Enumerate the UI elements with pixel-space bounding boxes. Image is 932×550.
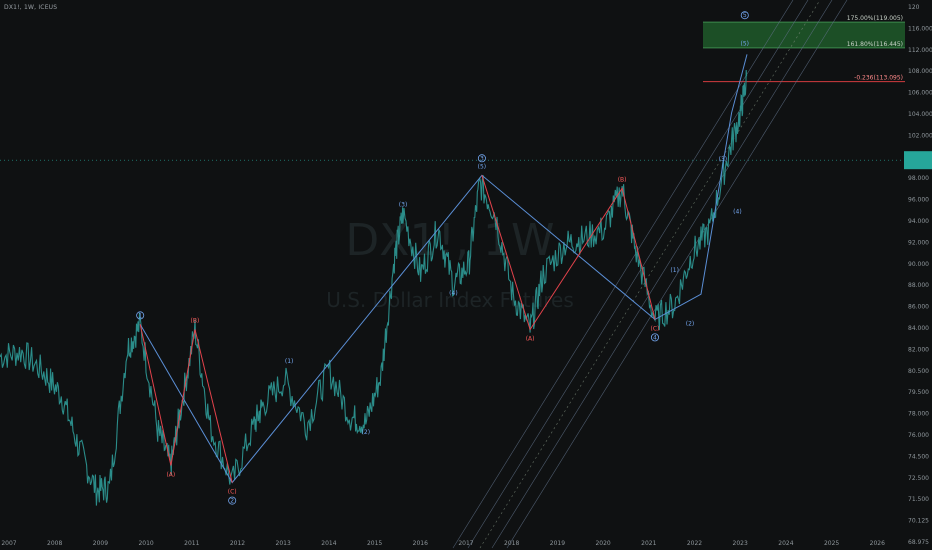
x-tick-label: 2026 <box>870 540 885 547</box>
wave-label: (3) <box>719 156 728 163</box>
wave-label: (5) <box>741 40 750 47</box>
wave-label: (2) <box>686 320 695 327</box>
wave-label: (3) <box>399 202 408 209</box>
x-tick-label: 2010 <box>138 540 153 547</box>
wave-label: (A) <box>166 471 175 478</box>
wave-label-circle <box>228 496 237 505</box>
x-tick-label: 2013 <box>276 540 291 547</box>
y-tick-label: 86.000 <box>908 304 929 311</box>
x-tick-label: 2017 <box>458 540 473 547</box>
symbol-label: DX1!, 1W, ICEUS <box>4 4 58 11</box>
x-tick-label: 2016 <box>413 540 428 547</box>
wave-label: (4) <box>449 290 458 297</box>
x-tick-label: 2018 <box>504 540 519 547</box>
x-tick-label: 2009 <box>93 540 108 547</box>
y-tick-label: 79.500 <box>908 389 929 396</box>
elliott-wave-lines[interactable] <box>139 54 748 484</box>
y-tick-label: 68.975 <box>908 539 929 546</box>
y-tick-label: 76.000 <box>908 432 929 439</box>
watermark: DX1!, 1W U.S. Dollar Index Futures <box>326 215 574 312</box>
fib-level-label: 175.00%(119.005) <box>847 15 903 22</box>
y-tick-label: 84.000 <box>908 325 929 332</box>
x-tick-label: 2011 <box>184 540 199 547</box>
watermark-ticker: DX1!, 1W <box>345 215 554 266</box>
wave-label: (5) <box>478 163 487 170</box>
correction-abc-line <box>139 324 233 483</box>
y-tick-label: 116.000 <box>908 25 932 32</box>
y-tick-label: 94.000 <box>908 218 929 225</box>
fibonacci-extension[interactable]: 175.00%(119.005) 161.80%(116.445) -0.236(1… <box>0 15 905 161</box>
y-tick-label: 70.125 <box>908 518 929 525</box>
y-tick-label: 96.000 <box>908 197 929 204</box>
wave-label-circle <box>477 154 486 163</box>
y-tick-label: 82.000 <box>908 346 929 353</box>
correction-abc-line <box>481 175 656 331</box>
wave-label: (C) <box>651 325 660 332</box>
fib-level-label: -0.236(113.095) <box>854 75 903 82</box>
wave-label-circle <box>740 11 749 20</box>
y-tick-label: 98.000 <box>908 175 929 182</box>
fib-zone <box>703 22 905 48</box>
channel-line <box>452 0 794 549</box>
y-tick-label: 92.000 <box>908 239 929 246</box>
wave-label: 3 <box>480 155 484 162</box>
x-tick-label: 2008 <box>47 540 62 547</box>
wave-label: 4 <box>653 334 657 341</box>
wave-label-circle <box>650 333 659 342</box>
wave-label: 2 <box>230 498 234 505</box>
x-tick-label: 2015 <box>367 540 382 547</box>
wave-labels: 1(A)(B)(C)2(1)(2)(3)(4)3(5)(A)(B)(C)4(1)… <box>136 11 750 505</box>
channel-line <box>506 0 848 549</box>
channel-line <box>467 0 809 549</box>
x-tick-label: 2023 <box>733 540 748 547</box>
y-tick-label: 102.000 <box>908 132 932 139</box>
x-tick-label: 2025 <box>824 540 839 547</box>
y-tick-label: 71.500 <box>908 496 929 503</box>
y-tick-label: 106.000 <box>908 90 932 97</box>
wave-label: 1 <box>138 312 142 319</box>
y-tick-label: 90.000 <box>908 261 929 268</box>
y-tick-label: 78.000 <box>908 411 929 418</box>
wave-label: (B) <box>191 317 200 324</box>
wave-label-circle <box>136 311 145 320</box>
x-tick-label: 2019 <box>550 540 565 547</box>
y-tick-label: 108.000 <box>908 68 932 75</box>
wave-label: (A) <box>526 335 535 342</box>
wave-label: (C) <box>228 489 237 496</box>
impulse-wave-line <box>139 54 748 484</box>
y-tick-label: 104.000 <box>908 111 932 118</box>
y-axis[interactable]: 68.975 70.125 71.500 72.500 74.500 76.000 78.0… <box>904 4 932 546</box>
x-tick-label: 2021 <box>641 540 656 547</box>
wave-label: (4) <box>733 209 742 216</box>
current-price-tag <box>904 151 932 170</box>
wave-label: 5 <box>743 12 747 19</box>
x-tick-label: 2020 <box>595 540 610 547</box>
x-tick-label: 2024 <box>778 540 793 547</box>
y-tick-label: 72.500 <box>908 475 929 482</box>
wave-label: (1) <box>670 267 679 274</box>
y-tick-label: 88.000 <box>908 282 929 289</box>
channel-line <box>479 0 821 549</box>
x-axis[interactable]: 2007 2008 2009 2010 2011 2012 2013 2014 2015 2016… <box>1 540 885 547</box>
trend-channel[interactable] <box>452 0 848 549</box>
x-tick-label: 2014 <box>321 540 336 547</box>
x-tick-label: 2022 <box>687 540 702 547</box>
y-tick-label: 120 <box>908 4 920 11</box>
fib-level-label: 161.80%(116.445) <box>847 41 903 48</box>
wave-label: (1) <box>285 358 294 365</box>
y-tick-label: 112.000 <box>908 47 932 54</box>
x-tick-label: 2012 <box>230 540 245 547</box>
x-tick-label: 2007 <box>1 540 16 547</box>
wave-label: (B) <box>618 176 627 183</box>
wave-label: (2) <box>362 429 371 436</box>
y-tick-label: 74.500 <box>908 453 929 460</box>
y-tick-label: 80.500 <box>908 368 929 375</box>
channel-line <box>491 0 833 549</box>
